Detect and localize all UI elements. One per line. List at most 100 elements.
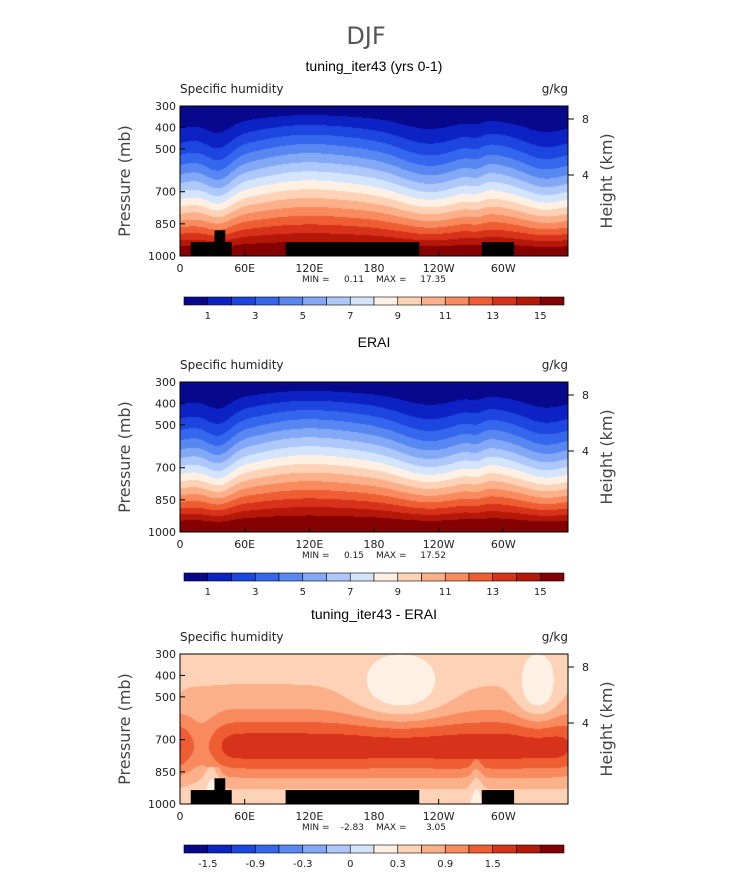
colorbar-swatch: [183, 844, 209, 854]
units-label: g/kg: [542, 630, 568, 644]
colorbar-swatch: [373, 844, 399, 854]
colorbar-swatch: [492, 844, 517, 854]
right-axis-title: Height (km): [597, 681, 616, 776]
colorbar-swatch: [349, 844, 375, 854]
y-axis-title: Pressure (mb): [115, 673, 134, 785]
y-tick-label: 500: [155, 143, 176, 156]
x-tick-label: 60W: [491, 262, 516, 275]
colorbar-swatch: [421, 296, 446, 306]
colorbar-label: 1.5: [485, 859, 501, 870]
colorbar-label: 11: [439, 311, 452, 322]
x-tick-label: 120E: [295, 262, 323, 275]
min-label: MIN =: [302, 551, 330, 561]
y-tick-label: 400: [155, 669, 176, 682]
max-value: 17.35: [420, 275, 446, 285]
colorbar-swatch: [254, 572, 280, 582]
max-label: MAX =: [376, 551, 407, 561]
x-tick-label: 120E: [295, 538, 323, 551]
colorbar-label: 3: [252, 587, 258, 598]
field-contours: [180, 382, 568, 532]
right-tick-label: 8: [582, 113, 589, 126]
colorbar-swatch: [516, 844, 541, 854]
y-tick-label: 500: [155, 691, 176, 704]
colorbar-label: 0.3: [390, 859, 406, 870]
colorbar-label: 1: [205, 587, 211, 598]
panel-1: tuning_iter43 (yrs 0-1) Specific humidity…: [115, 58, 616, 322]
topography-mask: [285, 790, 420, 804]
y-tick-label: 500: [155, 419, 176, 432]
colorbar-swatch: [207, 572, 232, 582]
colorbar-swatch: [468, 572, 494, 582]
y-tick-label: 850: [155, 494, 176, 507]
right-tick-label: 4: [582, 717, 589, 730]
x-tick-label: 60E: [234, 538, 255, 551]
colorbar-swatch: [349, 296, 375, 306]
colorbar-label: 15: [534, 587, 547, 598]
max-value: 17.52: [420, 551, 446, 561]
x-tick-label: 60E: [234, 810, 255, 823]
colorbar-swatch: [539, 844, 565, 854]
y-tick-label: 1000: [148, 250, 176, 263]
y-tick-label: 850: [155, 218, 176, 231]
variable-label: Specific humidity: [180, 358, 284, 372]
x-tick-label: 120E: [295, 810, 323, 823]
min-value: 0.15: [344, 551, 364, 561]
topography-mask: [481, 242, 515, 256]
x-tick-label: 120W: [423, 262, 455, 275]
x-tick-label: 180: [364, 810, 385, 823]
panel-title: ERAI: [358, 334, 391, 350]
y-tick-label: 400: [155, 121, 176, 134]
colorbar-label: 11: [439, 587, 452, 598]
colorbar-swatch: [397, 296, 422, 306]
panel-title: tuning_iter43 - ERAI: [311, 606, 437, 622]
colorbar-swatch: [516, 572, 541, 582]
field-contours: [180, 654, 568, 804]
colorbar-label: 9: [395, 587, 401, 598]
colorbar: -1.5 -0.9 -0.3 0 0.3 0.9 1.5: [183, 844, 565, 870]
colorbar-swatch: [397, 572, 422, 582]
y-tick-label: 700: [155, 462, 176, 475]
colorbar-swatch: [326, 572, 351, 582]
colorbar-swatch: [231, 296, 256, 306]
colorbar-swatch: [349, 572, 375, 582]
colorbar-label: 15: [534, 311, 547, 322]
colorbar-label: 3: [252, 311, 258, 322]
colorbar-swatch: [207, 844, 232, 854]
colorbar: 1 3 5 7 9 11 13 15: [183, 296, 565, 322]
colorbar-swatch: [254, 844, 280, 854]
x-tick-label: 60W: [491, 810, 516, 823]
y-tick-label: 700: [155, 734, 176, 747]
colorbar-swatch: [492, 572, 517, 582]
units-label: g/kg: [542, 358, 568, 372]
right-tick-label: 8: [582, 389, 589, 402]
colorbar-swatch: [302, 844, 327, 854]
colorbar-swatch: [539, 296, 565, 306]
panels: tuning_iter43 (yrs 0-1) Specific humidity…: [115, 58, 616, 870]
colorbar-swatch: [444, 296, 470, 306]
y-tick-label: 1000: [148, 798, 176, 811]
y-tick-label: 300: [155, 376, 176, 389]
x-tick-label: 120W: [423, 538, 455, 551]
right-axis-title: Height (km): [597, 409, 616, 504]
colorbar-swatch: [278, 296, 304, 306]
max-label: MAX =: [376, 823, 407, 833]
colorbar-label: 5: [300, 587, 306, 598]
topography-mask: [214, 230, 226, 256]
colorbar-label: 7: [347, 587, 353, 598]
figure-title: DJF: [346, 22, 385, 50]
colorbar-swatch: [302, 296, 327, 306]
right-tick-label: 4: [582, 169, 589, 182]
colorbar-swatch: [326, 844, 351, 854]
colorbar-swatch: [492, 296, 517, 306]
y-tick-label: 850: [155, 766, 176, 779]
y-axis-title: Pressure (mb): [115, 401, 134, 513]
colorbar-swatch: [326, 296, 351, 306]
field-contours: [180, 106, 568, 256]
colorbar-label: 7: [347, 311, 353, 322]
topography-mask: [190, 790, 232, 804]
panel-title: tuning_iter43 (yrs 0-1): [306, 58, 443, 74]
colorbar-swatch: [444, 844, 470, 854]
min-label: MIN =: [302, 275, 330, 285]
y-tick-label: 300: [155, 648, 176, 661]
